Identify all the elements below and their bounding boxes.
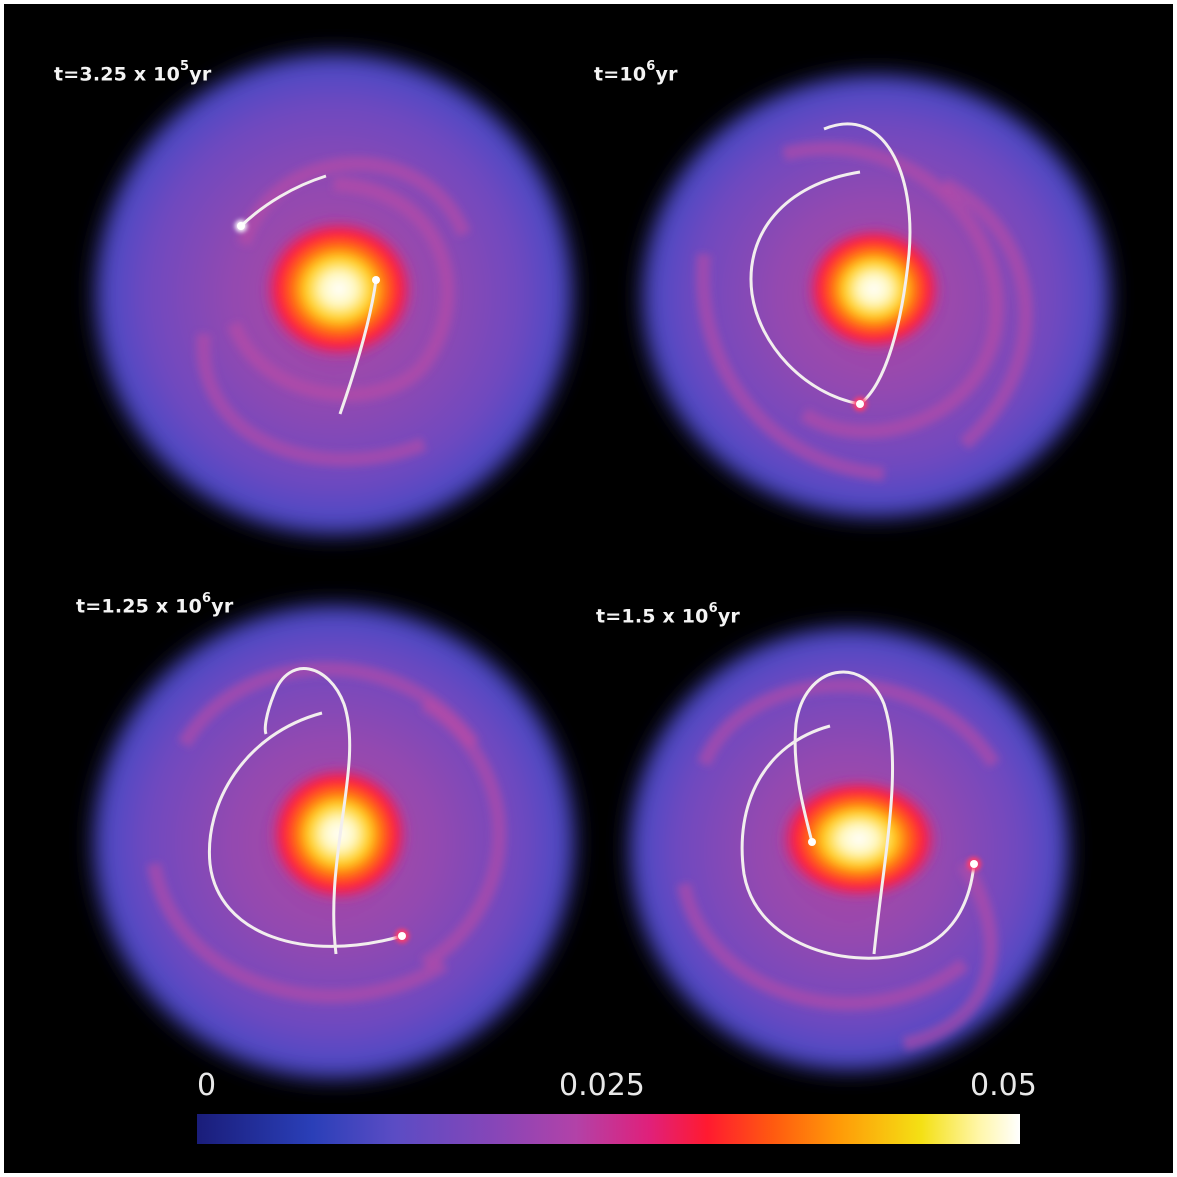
simulation-figure	[82, 42, 1121, 1090]
trajectory	[239, 174, 327, 228]
colorbar	[197, 1114, 1020, 1144]
trajectory	[749, 170, 861, 406]
panel-label-bottom-right: t=1.5 x 106yr	[596, 601, 740, 628]
planet-marker	[856, 400, 864, 408]
planet-marker	[970, 860, 978, 868]
colorbar-label-min: 0	[197, 1068, 217, 1103]
planet-marker	[237, 222, 245, 230]
panel-label-top-left: t=3.25 x 105yr	[54, 59, 212, 86]
hot-core	[804, 225, 944, 353]
trajectory	[207, 711, 403, 948]
trajectory	[263, 667, 352, 955]
trajectory	[338, 279, 378, 415]
planet-marker	[372, 276, 380, 284]
panel-bottom-left	[82, 594, 586, 1090]
trajectory	[793, 670, 895, 955]
planet-marker	[398, 932, 406, 940]
trajectory	[740, 724, 976, 960]
hot-core	[777, 777, 941, 901]
colorbar-label-max: 0.05	[970, 1068, 1037, 1103]
panel-top-left	[84, 42, 584, 546]
planet-marker	[808, 838, 816, 846]
figure-frame: t=3.25 x 105yr t=106yr t=1.25 x 106yr t=…	[4, 4, 1173, 1173]
colorbar-label-mid: 0.025	[559, 1068, 645, 1103]
spiral-arms	[677, 678, 1000, 1051]
panel-label-top-right: t=106yr	[594, 59, 678, 86]
spiral-arms	[147, 662, 506, 1003]
spiral-arms	[696, 141, 1033, 481]
hot-core	[261, 217, 417, 361]
panel-bottom-right	[619, 617, 1079, 1081]
panel-label-bottom-left: t=1.25 x 106yr	[76, 591, 234, 618]
trajectory	[823, 122, 912, 406]
panel-top-right	[631, 64, 1121, 528]
